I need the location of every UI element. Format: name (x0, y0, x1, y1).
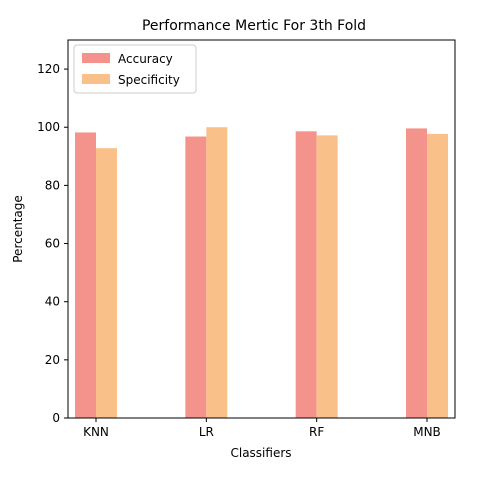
bar-specificity-lr (206, 127, 228, 418)
plot-frame (67, 39, 456, 419)
bar-accuracy-lr (185, 136, 207, 418)
legend-swatch-specificity (82, 74, 110, 84)
bar-specificity-knn (96, 148, 117, 419)
x-tick-label-lr: LR (199, 425, 214, 439)
legend-label-specificity: Specificity (118, 73, 180, 87)
y-tick-label: 80 (45, 178, 60, 192)
x-axis-label: Classifiers (230, 446, 291, 460)
bar-specificity-mnb (427, 133, 448, 418)
y-axis-label: Percentage (11, 195, 25, 263)
y-tick-label: 120 (37, 62, 60, 76)
y-tick-label: 40 (45, 295, 60, 309)
x-axis: KNN LR RF MNB (83, 418, 441, 439)
bar-accuracy-mnb (406, 128, 427, 418)
legend-swatch-accuracy (82, 53, 110, 63)
legend-label-accuracy: Accuracy (118, 52, 173, 66)
y-tick-label: 100 (37, 120, 60, 134)
x-tick-label-rf: RF (309, 425, 324, 439)
chart-title: Performance Mertic For 3th Fold (142, 18, 366, 34)
x-tick-label-mnb: MNB (413, 425, 441, 439)
bar-accuracy-rf (295, 131, 317, 418)
legend: Accuracy Specificity (73, 44, 197, 94)
y-tick-label: 20 (45, 353, 60, 367)
bars-group (75, 127, 448, 419)
y-tick-label: 0 (52, 411, 60, 425)
y-axis: 0 20 40 60 80 100 120 (37, 62, 68, 425)
bar-specificity-rf (316, 135, 338, 418)
bar-accuracy-knn (75, 132, 96, 419)
y-tick-label: 60 (45, 237, 60, 251)
x-tick-label-knn: KNN (83, 425, 109, 439)
